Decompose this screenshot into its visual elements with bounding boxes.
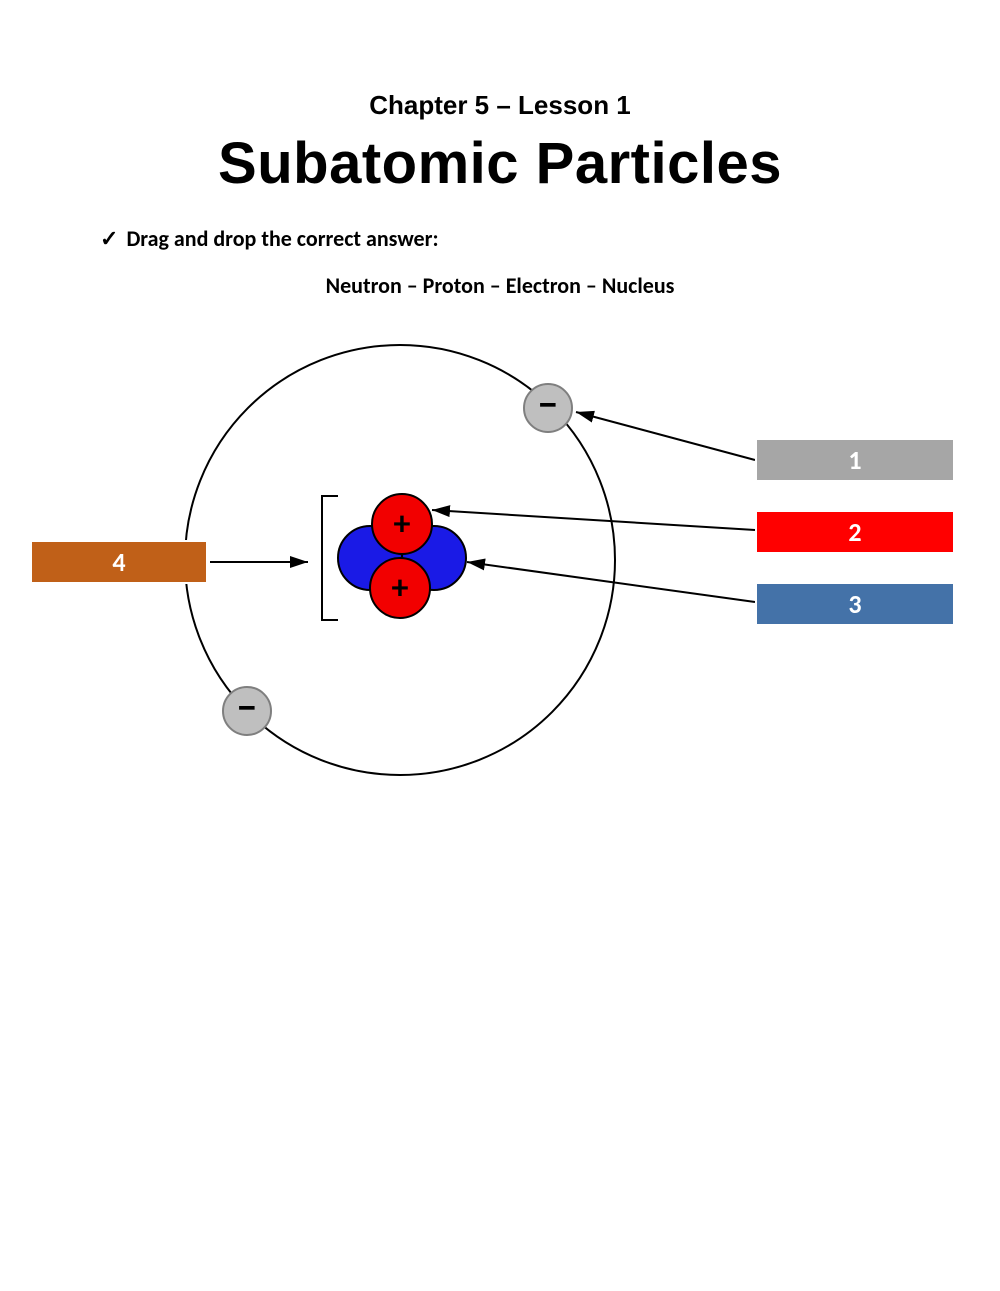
nucleus-bracket xyxy=(322,496,338,620)
instruction-line: ✓ Drag and drop the correct answer: xyxy=(100,225,439,252)
chapter-heading: Chapter 5 – Lesson 1 xyxy=(0,90,1000,121)
page-title: Subatomic Particles xyxy=(0,130,1000,197)
answer-drop-zone-4[interactable]: 4 xyxy=(30,540,208,584)
pointer-arrow xyxy=(576,412,755,460)
answer-drop-zone-2[interactable]: 2 xyxy=(755,510,955,554)
minus-icon: − xyxy=(237,683,257,732)
minus-icon: − xyxy=(538,380,558,429)
worksheet-page: Chapter 5 – Lesson 1 Subatomic Particles… xyxy=(0,0,1000,1291)
plus-icon: + xyxy=(394,503,411,544)
instruction-text: Drag and drop the correct answer: xyxy=(126,225,438,252)
pointer-arrow xyxy=(432,510,755,530)
checkmark-icon: ✓ xyxy=(100,225,118,252)
plus-icon: + xyxy=(392,567,409,608)
answer-options: Neutron – Proton – Electron – Nucleus xyxy=(0,272,1000,299)
answer-drop-zone-3[interactable]: 3 xyxy=(755,582,955,626)
answer-drop-zone-1[interactable]: 1 xyxy=(755,438,955,482)
